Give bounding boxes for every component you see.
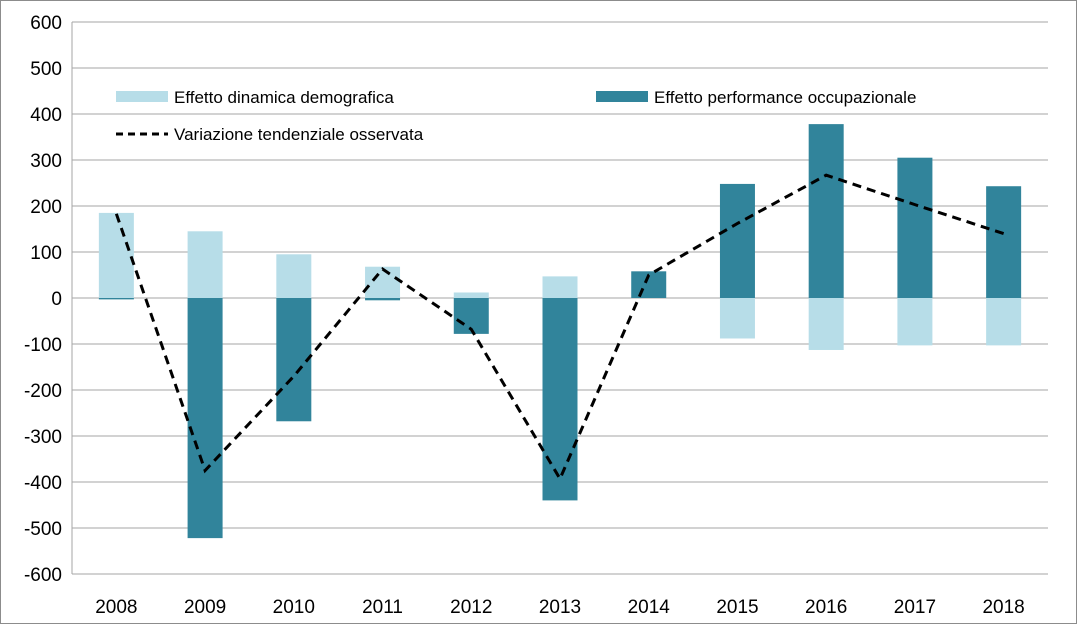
y-tick-label: -100 (24, 335, 62, 356)
bar-performance-2015 (719, 183, 755, 298)
x-tick-label: 2009 (184, 597, 226, 618)
y-tick-label: 300 (30, 151, 62, 172)
x-tick-label: 2013 (539, 597, 581, 618)
y-axis-tick-labels: 600 500 400 300 200 100 0 -100 -200 -300 -400 -500 -… (24, 13, 62, 586)
bar-demografica-2010 (276, 254, 312, 298)
legend-label-variazione: Variazione tendenziale osservata (174, 125, 424, 144)
bar-demografica-2017 (897, 298, 933, 346)
legend-label-performance: Effetto performance occupazionale (654, 88, 916, 107)
bar-demografica-2009 (187, 231, 223, 298)
legend: Effetto dinamica demografica Effetto per… (116, 88, 916, 144)
y-tick-label: -200 (24, 381, 62, 402)
y-tick-label: -300 (24, 427, 62, 448)
y-tick-label: -500 (24, 519, 62, 540)
legend-swatch-demografica (116, 91, 168, 102)
bar-performance-2011 (365, 298, 401, 301)
x-axis-tick-labels: 2008 2009 2010 2011 2012 2013 2014 2015 2016 2017… (95, 597, 1025, 618)
x-tick-label: 2010 (273, 597, 315, 618)
x-tick-label: 2014 (628, 597, 671, 618)
x-tick-label: 2008 (95, 597, 137, 618)
bar-performance-2008 (98, 298, 134, 300)
bar-performance-2009 (187, 298, 223, 539)
legend-label-demografica: Effetto dinamica demografica (174, 88, 394, 107)
bar-series (98, 124, 1022, 539)
x-tick-label: 2015 (716, 597, 758, 618)
line-series (114, 173, 1005, 483)
x-tick-label: 2012 (450, 597, 492, 618)
bar-performance-2016 (808, 124, 844, 299)
bar-demografica-2018 (986, 298, 1022, 346)
bar-performance-2018 (986, 186, 1022, 298)
bar-performance-2013 (542, 298, 578, 501)
bar-performance-2017 (897, 157, 933, 298)
x-tick-label: 2018 (982, 597, 1024, 618)
x-tick-label: 2016 (805, 597, 847, 618)
line-variazione (114, 173, 1005, 483)
y-tick-label: 400 (30, 105, 62, 126)
bar-performance-2010 (276, 298, 312, 422)
x-tick-label: 2011 (362, 597, 403, 618)
bar-demografica-2012 (453, 292, 489, 298)
legend-swatch-performance (596, 91, 648, 102)
bar-demografica-2011 (365, 266, 401, 298)
y-tick-label: 500 (30, 59, 62, 80)
y-tick-label: -600 (24, 565, 62, 586)
bar-demografica-2008 (98, 212, 134, 298)
bar-demografica-2013 (542, 276, 578, 298)
y-tick-label: 100 (30, 243, 62, 264)
y-tick-label: 600 (30, 13, 62, 34)
y-tick-label: 200 (30, 197, 62, 218)
bar-demografica-2015 (719, 298, 755, 339)
y-tick-label: 0 (51, 289, 62, 310)
y-tick-label: -400 (24, 473, 62, 494)
x-tick-label: 2017 (894, 597, 936, 618)
bar-demografica-2016 (808, 298, 844, 350)
